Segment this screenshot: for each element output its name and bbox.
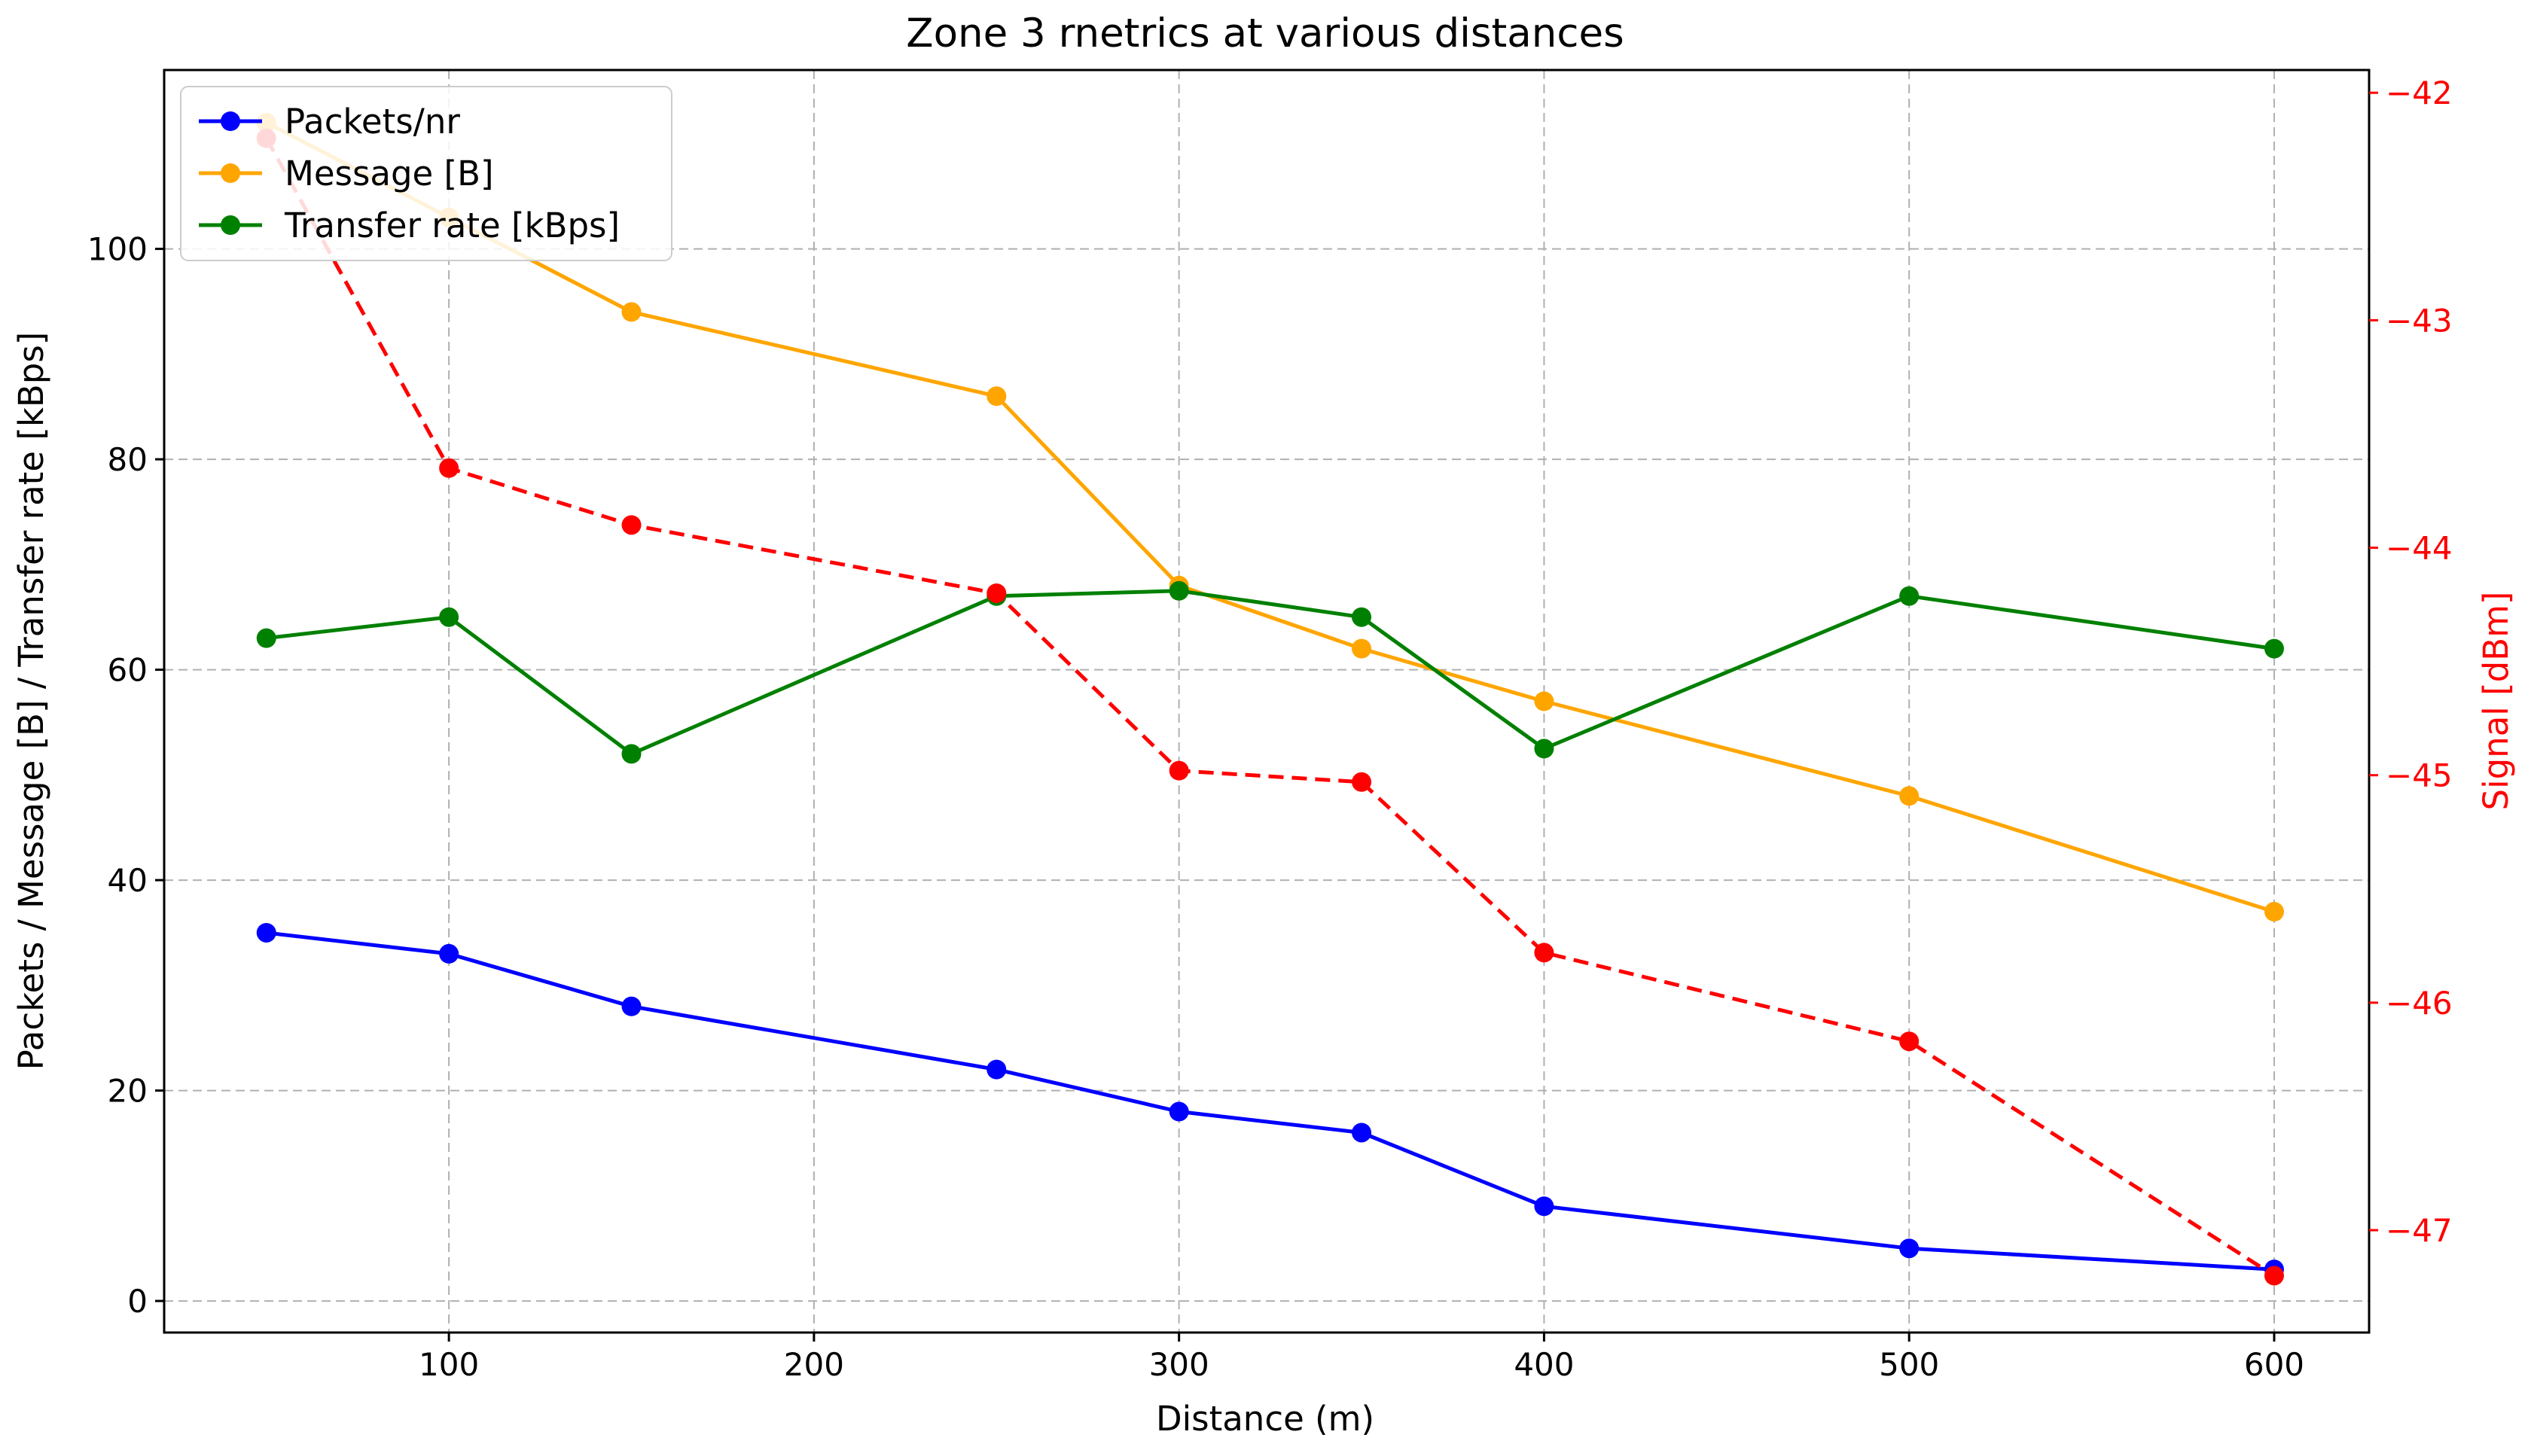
x-tick-label: 200 [784, 1346, 844, 1383]
x-tick-label: 600 [2244, 1346, 2304, 1383]
legend-swatch-marker [221, 215, 240, 235]
series-3-point [986, 583, 1007, 603]
series-0-point [439, 943, 459, 964]
x-tick-label: 300 [1149, 1346, 1209, 1383]
series-3-point [1534, 943, 1554, 963]
series-0-point [256, 922, 276, 943]
series-line-0 [266, 931, 2275, 1272]
series-2-point [1169, 580, 1189, 601]
series-0-point [1899, 1238, 1920, 1259]
series-2-point [439, 607, 459, 627]
chart-title: Zone 3 rnetrics at various distances [906, 11, 1624, 56]
x-axis-label: Distance (m) [1156, 1399, 1374, 1439]
series-3-point [439, 458, 459, 478]
series-3-point [2264, 1266, 2284, 1286]
series-0-point [986, 1059, 1007, 1080]
legend-label: Transfer rate [kBps] [284, 206, 620, 245]
legend-swatch-marker [221, 163, 240, 183]
series-1-point [986, 386, 1007, 407]
y2-tick-label: −47 [2386, 1212, 2453, 1249]
series-1-point [1899, 786, 1920, 806]
series-2-point [1352, 607, 1372, 627]
y2-tick-label: −44 [2386, 530, 2453, 567]
legend: Packets/nr Message [B] Transfer rate [kBps… [180, 86, 672, 261]
series-1-point [621, 302, 642, 322]
series-1-point [2264, 902, 2284, 921]
series-1-point [1534, 691, 1554, 711]
legend-label: Message [B] [285, 154, 494, 193]
y-tick-label: 20 [108, 1073, 148, 1110]
y-tick-label: 0 [127, 1283, 148, 1320]
series-2-point [2264, 638, 2284, 659]
series-3-point [621, 515, 642, 535]
axes-ticks: 100 200 300 400 500 600 0 20 40 60 80 100 −47 −46 −45 −… [87, 75, 2453, 1383]
y2-tick-label: −43 [2386, 302, 2453, 339]
series-2-point [1899, 586, 1920, 606]
y-axis-label: Packets / Message [B] / Transfer rate [k… [11, 332, 51, 1071]
y2-axis-label: Signal [dBm] [2476, 592, 2516, 811]
series-2-point [1534, 739, 1554, 759]
legend-swatch-marker [221, 111, 240, 131]
plot-area [256, 112, 2284, 1286]
y2-tick-label: −45 [2386, 757, 2453, 794]
y2-tick-label: −42 [2386, 75, 2453, 111]
series-3-point [1169, 760, 1189, 781]
y-tick-label: 100 [87, 231, 148, 268]
series-0-point [1352, 1122, 1372, 1143]
series-0-point [621, 996, 642, 1016]
series-2-point [621, 744, 642, 764]
y2-tick-label: −46 [2386, 985, 2453, 1022]
y-tick-label: 80 [108, 441, 148, 478]
y-tick-label: 60 [108, 652, 148, 689]
series-0-point [1534, 1196, 1554, 1217]
legend-label: Packets/nr [285, 102, 460, 142]
plot-frame [163, 69, 2371, 1334]
legend-box [180, 86, 672, 261]
series-3-point [1899, 1031, 1920, 1052]
x-tick-label: 500 [1879, 1346, 1939, 1383]
x-tick-label: 400 [1514, 1346, 1574, 1383]
x-tick-label: 100 [419, 1346, 479, 1383]
series-3-point [1352, 772, 1372, 792]
series-2-point [256, 628, 276, 648]
y-tick-label: 40 [108, 862, 148, 899]
series-1-point [1352, 638, 1372, 659]
series-0-point [1169, 1101, 1189, 1122]
